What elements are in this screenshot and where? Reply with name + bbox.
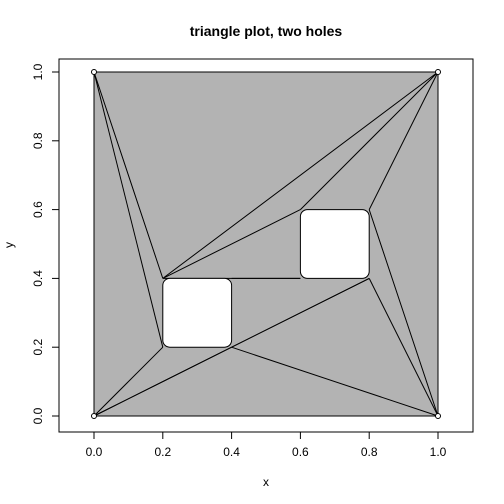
triangle-edge-10 [368, 278, 439, 417]
triangle-edge-4 [93, 71, 164, 348]
x-tick-label: 0.8 [361, 445, 378, 459]
y-tick-label: 0.6 [31, 201, 45, 218]
x-axis: 0.0 0.2 0.4 0.6 0.8 1.0 [86, 431, 447, 459]
x-tick-label: 0.0 [86, 445, 103, 459]
data-point-0 [91, 413, 97, 419]
y-tick-label: 0.2 [31, 339, 45, 356]
x-tick-label: 0.4 [223, 445, 240, 459]
y-tick-label: 0.8 [31, 132, 45, 149]
data-point-3 [91, 69, 97, 75]
chart-title: triangle plot, two holes [190, 23, 343, 39]
y-tick-label: 0.0 [31, 407, 45, 424]
triangle-edge-14 [162, 71, 439, 279]
x-axis-label: x [263, 475, 269, 489]
plot-area [91, 69, 441, 419]
y-axis: 0.0 0.2 0.4 0.6 0.8 1.0 [31, 63, 60, 424]
triangle-edge-15 [162, 209, 301, 279]
y-tick-label: 0.4 [31, 270, 45, 287]
triangle-edge-6 [93, 346, 164, 417]
y-tick-label: 1.0 [31, 63, 45, 80]
triangle-edge-18 [368, 71, 439, 210]
data-point-1 [435, 413, 441, 419]
triangle-edge-9 [231, 346, 439, 417]
data-point-2 [435, 69, 441, 75]
triangle-edge-17 [300, 71, 439, 210]
hole-2 [299, 209, 370, 279]
x-tick-label: 1.0 [430, 445, 447, 459]
triangle-edge-11 [368, 209, 439, 417]
x-tick-label: 0.2 [154, 445, 171, 459]
y-axis-label: y [2, 242, 16, 248]
hole-1 [162, 277, 233, 348]
triangle-edge-5 [93, 71, 164, 279]
triangle-edge-12 [231, 277, 370, 348]
x-tick-label: 0.6 [292, 445, 309, 459]
